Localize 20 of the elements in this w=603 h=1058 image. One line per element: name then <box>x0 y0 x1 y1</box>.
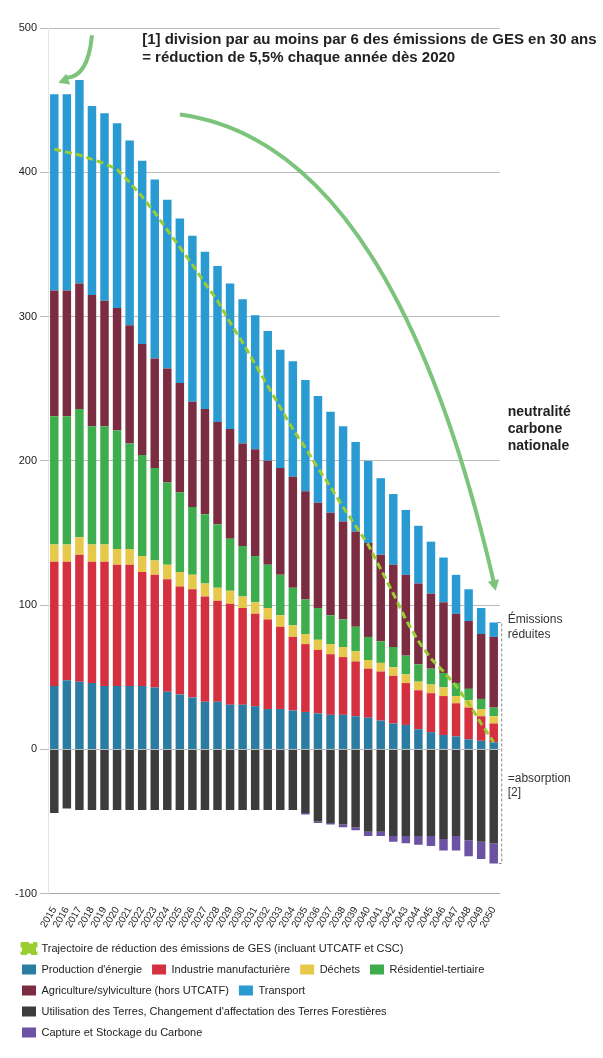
legend-label: Utilisation des Terres, Changement d'affectation des Terres Forestières <box>41 1004 388 1017</box>
y-tick-label: 200 <box>18 453 38 466</box>
legend-label: Transport <box>258 983 306 996</box>
y-tick-label: 0 <box>30 742 38 755</box>
legend-label: Déchets <box>319 962 361 975</box>
annotation: [1] division par au moins par 6 des émissions de GES en 30 ans = réduction de 5,5% chaque année dès 2020 <box>142 30 597 66</box>
text: Émissions réduites <box>507 612 563 642</box>
y-tick-label: 500 <box>18 21 38 34</box>
text: =absorption [2] <box>507 771 571 800</box>
legend-label: Agriculture/sylviculture (hors UTCATF) <box>41 983 229 996</box>
legend-label: Industrie manufacturière <box>171 962 291 975</box>
legend-label: Trajectoire de réduction des émissions de GES (incluant UTCATF et CSC) <box>41 941 404 954</box>
y-tick-label: -100 <box>14 886 38 899</box>
y-tick-label: 400 <box>18 165 38 178</box>
y-tick-label: 300 <box>18 309 38 322</box>
y-tick-label: 100 <box>18 598 38 611</box>
text: neutralité carbone nationale <box>507 403 571 454</box>
legend-label: Capture et Stockage du Carbone <box>41 1025 203 1038</box>
legend-label: Production d'énergie <box>41 962 143 975</box>
legend-label: Résidentiel-tertiaire <box>389 962 485 975</box>
